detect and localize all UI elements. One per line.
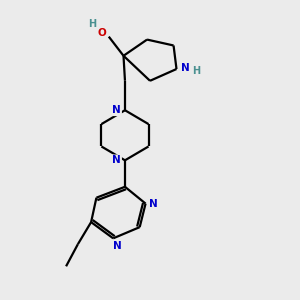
Text: N: N — [113, 241, 122, 251]
Text: N: N — [149, 199, 158, 208]
Text: N: N — [181, 63, 190, 73]
Text: N: N — [112, 105, 121, 115]
Text: H: H — [88, 19, 97, 29]
Text: N: N — [112, 155, 121, 165]
Text: H: H — [193, 66, 201, 76]
Text: O: O — [98, 28, 107, 38]
